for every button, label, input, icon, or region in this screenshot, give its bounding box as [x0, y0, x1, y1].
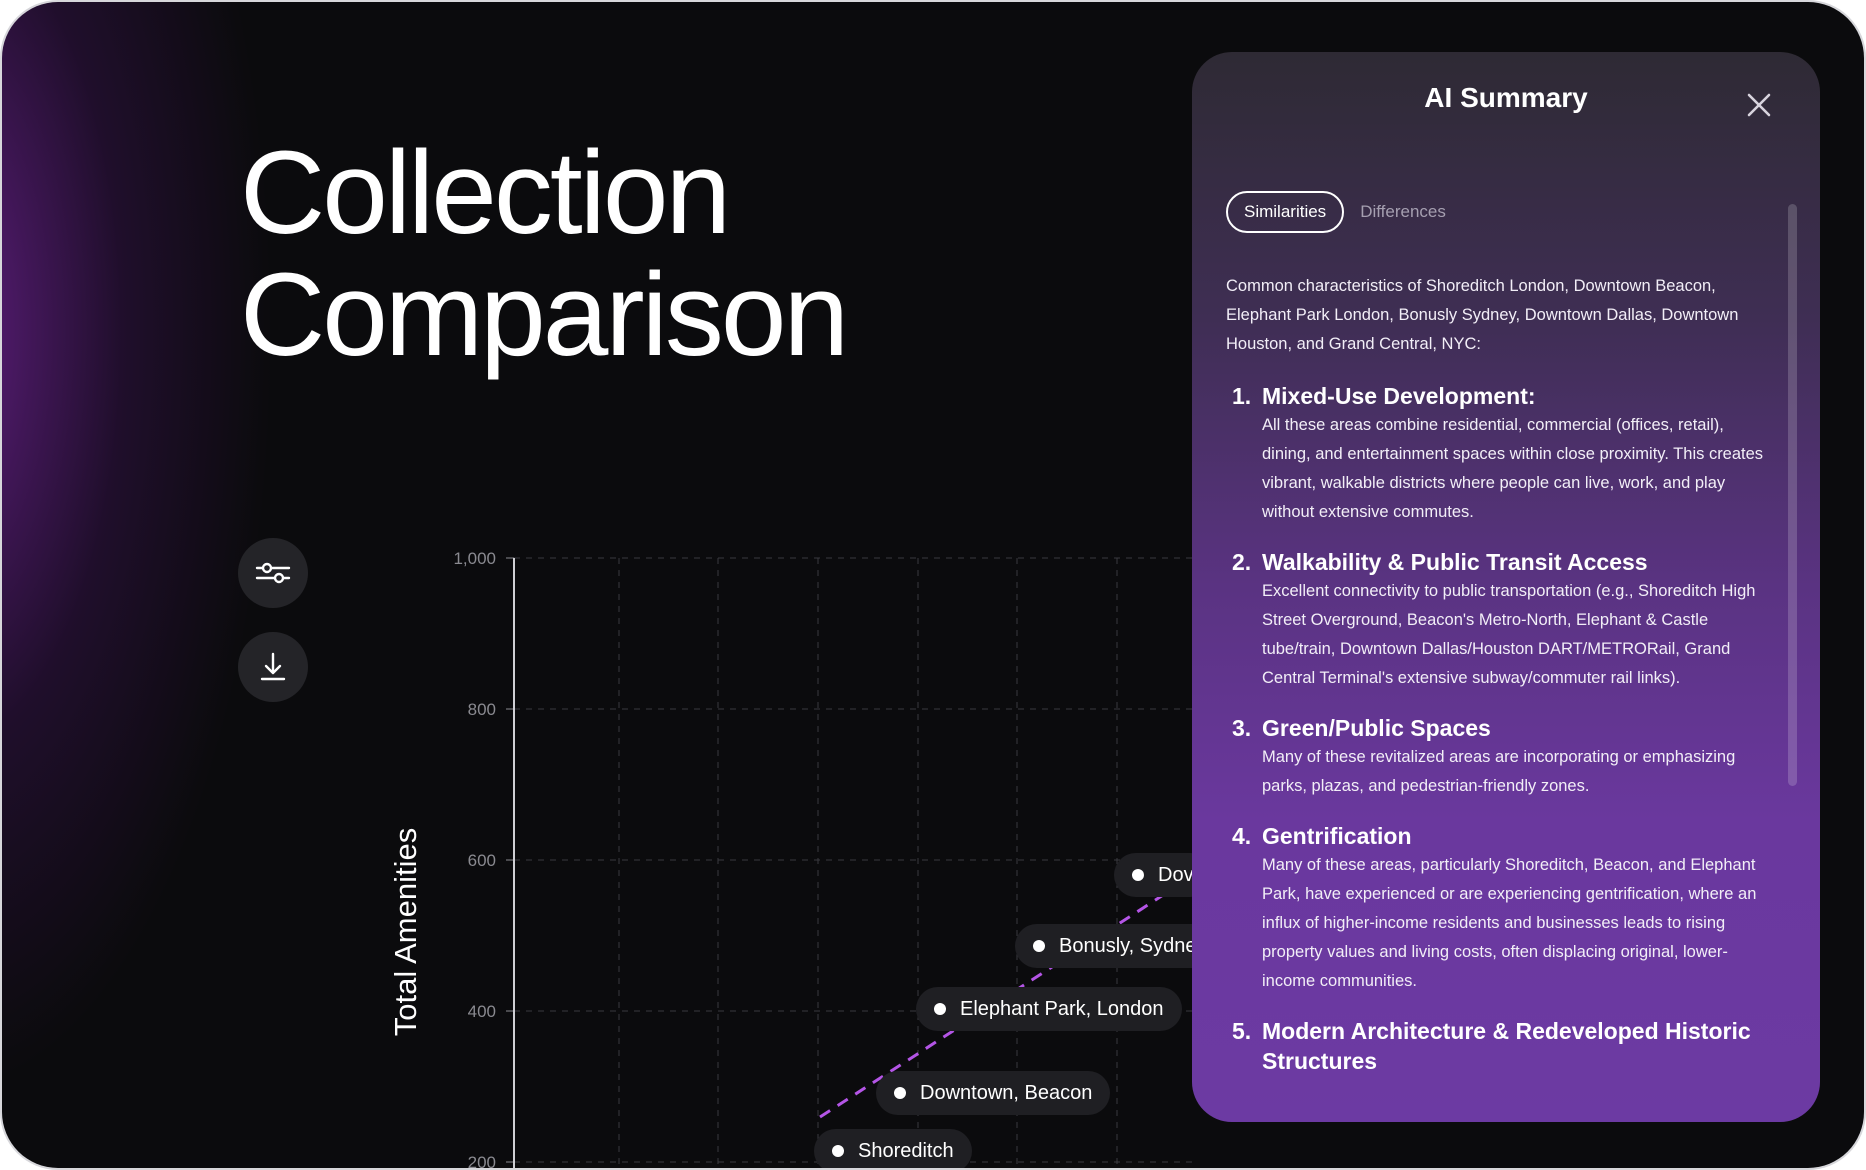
ai-summary-panel: AI Summary Similarities Differences Comm… [1192, 52, 1820, 1122]
download-icon [260, 652, 286, 681]
page-title: Collection Comparison [240, 127, 849, 381]
tab-differences[interactable]: Differences [1360, 202, 1446, 221]
chart-point-label: Bonusly, Sydne [1059, 934, 1197, 957]
chart-point[interactable]: Shoreditch [814, 1129, 972, 1168]
chart-point-marker [894, 1087, 906, 1099]
summary-item-title: Green/Public Spaces [1262, 715, 1491, 741]
chart-point-label: Downtown, Beacon [920, 1081, 1093, 1104]
summary-item-text: Many of these areas, particularly Shored… [1262, 856, 1757, 990]
summary-item-text: Excellent connectivity to public transpo… [1262, 582, 1756, 687]
summary-item-title: Walkability & Public Transit Access [1262, 549, 1648, 575]
summary-item-text: Many of these revitalized areas are inco… [1262, 748, 1736, 795]
y-tick-label: 1,000 [453, 549, 496, 568]
chart-point-marker [1033, 940, 1045, 952]
close-icon [1747, 93, 1771, 117]
summary-item: 1. Mixed-Use Development: All these area… [1226, 381, 1766, 527]
filter-button[interactable] [238, 538, 308, 608]
y-axis-label: Total Amenities [388, 827, 423, 1037]
summary-item-number: 3. [1232, 715, 1252, 741]
summary-item: 2. Walkability & Public Transit Access E… [1226, 547, 1766, 693]
chart-point[interactable]: Elephant Park, London [916, 987, 1182, 1031]
summary-intro: Common characteristics of Shoreditch Lon… [1226, 277, 1739, 353]
sliders-icon [255, 562, 291, 584]
summary-item-title: Gentrification [1262, 823, 1412, 849]
y-tick-label: 600 [468, 851, 496, 870]
chart-point-marker [1132, 869, 1144, 881]
page-title-line-1: Collection [240, 127, 731, 259]
summary-item: 5. Modern Architecture & Redeveloped His… [1226, 1016, 1766, 1076]
page-title-line-2: Comparison [240, 249, 849, 381]
y-tick-label: 400 [468, 1002, 496, 1021]
summary-item-number: 2. [1232, 549, 1252, 575]
download-button[interactable] [238, 632, 308, 702]
tab-similarities[interactable]: Similarities [1226, 191, 1345, 233]
chart-point-marker [832, 1145, 844, 1157]
close-button[interactable] [1742, 88, 1776, 122]
ai-summary-title: AI Summary [1424, 82, 1588, 113]
summary-tabs: Similarities Differences [1226, 191, 1446, 233]
chart-point[interactable]: Downtown, Beacon [876, 1071, 1111, 1115]
summary-item-title: Mixed-Use Development: [1262, 383, 1536, 409]
chart-point[interactable]: Bonusly, Sydne [1015, 924, 1215, 968]
chart-point-label: Shoreditch [858, 1139, 954, 1162]
summary-item: 3. Green/Public Spaces Many of these rev… [1226, 713, 1766, 801]
summary-content: Common characteristics of Shoreditch Lon… [1226, 272, 1766, 1096]
chart-point-label: Elephant Park, London [960, 997, 1164, 1020]
chart-point-label: Dov [1158, 863, 1194, 886]
panel-scrollbar[interactable] [1788, 204, 1797, 786]
y-tick-label: 800 [468, 700, 496, 719]
summary-item-title: Modern Architecture & Redeveloped Histor… [1262, 1018, 1751, 1074]
chart-point-marker [934, 1003, 946, 1015]
summary-item: 4. Gentrification Many of these areas, p… [1226, 821, 1766, 996]
summary-item-number: 5. [1232, 1018, 1252, 1044]
y-tick-label: 200 [468, 1153, 496, 1168]
summary-item-number: 4. [1232, 823, 1252, 849]
summary-item-text: All these areas combine residential, com… [1262, 416, 1764, 521]
summary-item-number: 1. [1232, 383, 1252, 409]
